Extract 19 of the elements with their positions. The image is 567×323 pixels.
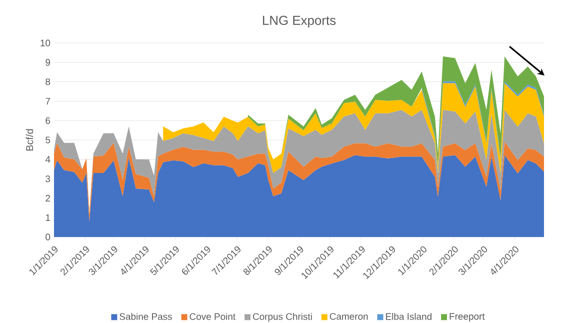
y-tick-label: 7 [46, 98, 50, 104]
legend-label: Cove Point [190, 312, 236, 320]
y-tick-label: 6 [46, 117, 50, 124]
y-tick-label: 1 [46, 214, 50, 221]
legend-label: Freeport [450, 313, 485, 322]
y-tick-label: 4 [45, 156, 50, 163]
y-tick-label: 10 [40, 40, 50, 46]
chart-title: LNG Exports [262, 16, 336, 28]
y-tick-label: 0 [46, 234, 50, 240]
y-tick-label: 2 [46, 194, 50, 202]
y-tick-label: 8 [46, 78, 50, 86]
y-axis-title: Bcf/d [26, 129, 34, 151]
legend-label: Corpus Christi [252, 312, 312, 322]
y-tick-label: 9 [46, 59, 50, 66]
y-tick-label: 5 [46, 136, 50, 144]
legend-label: Cameron [330, 313, 368, 320]
legend-label: Elba Island [386, 312, 432, 320]
y-tick-label: 3 [46, 175, 50, 182]
legend-label: Sabine Pass [120, 312, 172, 320]
